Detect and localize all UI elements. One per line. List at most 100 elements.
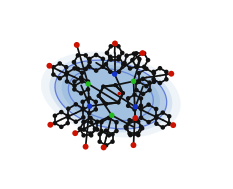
Circle shape bbox=[86, 87, 90, 92]
Circle shape bbox=[140, 50, 146, 56]
Circle shape bbox=[99, 129, 104, 133]
Circle shape bbox=[87, 111, 92, 115]
Circle shape bbox=[87, 96, 92, 100]
Circle shape bbox=[116, 57, 121, 62]
Circle shape bbox=[46, 63, 52, 69]
Circle shape bbox=[58, 76, 62, 81]
Circle shape bbox=[147, 80, 152, 85]
Circle shape bbox=[83, 53, 88, 58]
Circle shape bbox=[72, 130, 78, 136]
Circle shape bbox=[79, 91, 83, 96]
Circle shape bbox=[168, 71, 174, 77]
Circle shape bbox=[93, 107, 98, 112]
Circle shape bbox=[112, 71, 117, 77]
Circle shape bbox=[167, 114, 171, 119]
Circle shape bbox=[89, 120, 93, 125]
Circle shape bbox=[147, 88, 152, 92]
Circle shape bbox=[87, 104, 92, 109]
Circle shape bbox=[107, 116, 111, 120]
Circle shape bbox=[65, 79, 69, 84]
Circle shape bbox=[110, 139, 115, 144]
Circle shape bbox=[141, 92, 145, 96]
Circle shape bbox=[131, 79, 136, 84]
Circle shape bbox=[104, 102, 108, 106]
Circle shape bbox=[66, 106, 71, 111]
Circle shape bbox=[86, 79, 90, 84]
Circle shape bbox=[120, 51, 124, 55]
Circle shape bbox=[101, 57, 105, 61]
Circle shape bbox=[83, 67, 88, 71]
Circle shape bbox=[133, 104, 138, 109]
Circle shape bbox=[139, 115, 143, 120]
Circle shape bbox=[53, 113, 57, 118]
Circle shape bbox=[136, 119, 140, 124]
Circle shape bbox=[65, 121, 70, 125]
Circle shape bbox=[126, 96, 130, 101]
Circle shape bbox=[80, 107, 85, 112]
Circle shape bbox=[146, 102, 151, 107]
Circle shape bbox=[123, 125, 128, 129]
Circle shape bbox=[104, 62, 108, 67]
Circle shape bbox=[116, 101, 120, 104]
Circle shape bbox=[152, 80, 156, 84]
Circle shape bbox=[87, 57, 92, 61]
Circle shape bbox=[142, 51, 146, 56]
Circle shape bbox=[95, 127, 99, 132]
Circle shape bbox=[135, 131, 140, 136]
Circle shape bbox=[97, 94, 101, 98]
Circle shape bbox=[158, 66, 162, 70]
Circle shape bbox=[126, 104, 130, 108]
Circle shape bbox=[154, 114, 159, 119]
Circle shape bbox=[113, 83, 117, 87]
Circle shape bbox=[134, 51, 139, 56]
Circle shape bbox=[47, 122, 53, 128]
Ellipse shape bbox=[55, 60, 167, 129]
Circle shape bbox=[130, 142, 136, 148]
Circle shape bbox=[101, 84, 105, 89]
Circle shape bbox=[128, 66, 132, 71]
Circle shape bbox=[164, 70, 169, 74]
Circle shape bbox=[127, 118, 132, 122]
Circle shape bbox=[66, 115, 71, 120]
Circle shape bbox=[65, 113, 70, 118]
Circle shape bbox=[105, 51, 109, 55]
Circle shape bbox=[117, 54, 121, 59]
Circle shape bbox=[164, 77, 169, 82]
Circle shape bbox=[154, 115, 158, 120]
Circle shape bbox=[59, 125, 64, 129]
Circle shape bbox=[82, 127, 86, 132]
Circle shape bbox=[124, 53, 129, 58]
Circle shape bbox=[167, 122, 171, 126]
Circle shape bbox=[81, 115, 86, 120]
Ellipse shape bbox=[49, 57, 172, 132]
Circle shape bbox=[95, 119, 99, 124]
Circle shape bbox=[88, 116, 93, 120]
Circle shape bbox=[137, 71, 141, 75]
Circle shape bbox=[116, 100, 120, 105]
Circle shape bbox=[87, 60, 92, 64]
Circle shape bbox=[124, 126, 129, 131]
Circle shape bbox=[132, 92, 137, 97]
Circle shape bbox=[72, 79, 77, 84]
Circle shape bbox=[118, 92, 121, 95]
Circle shape bbox=[81, 133, 86, 138]
Circle shape bbox=[80, 100, 85, 104]
Circle shape bbox=[97, 94, 101, 98]
Circle shape bbox=[94, 68, 98, 73]
Circle shape bbox=[134, 80, 139, 85]
Circle shape bbox=[74, 102, 78, 107]
Circle shape bbox=[104, 102, 108, 106]
Circle shape bbox=[108, 70, 113, 74]
Circle shape bbox=[93, 100, 98, 104]
Circle shape bbox=[104, 128, 108, 133]
Circle shape bbox=[121, 91, 125, 95]
Circle shape bbox=[109, 113, 114, 118]
Circle shape bbox=[139, 104, 143, 108]
Circle shape bbox=[151, 77, 156, 82]
Circle shape bbox=[59, 110, 64, 114]
Circle shape bbox=[86, 81, 91, 87]
Circle shape bbox=[144, 84, 149, 88]
Circle shape bbox=[80, 70, 84, 75]
Ellipse shape bbox=[41, 51, 181, 138]
Circle shape bbox=[132, 115, 138, 121]
